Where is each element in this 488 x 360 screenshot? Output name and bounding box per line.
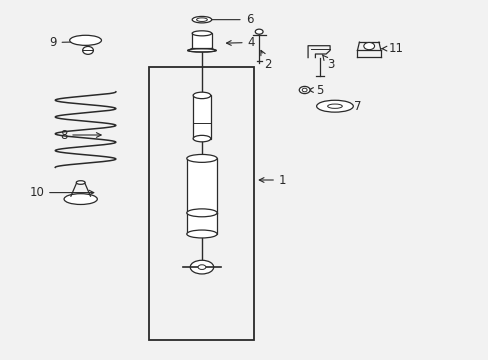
Ellipse shape [190, 260, 213, 274]
Text: 5: 5 [308, 84, 324, 96]
Text: 11: 11 [381, 42, 403, 55]
Bar [192, 33, 211, 49]
Ellipse shape [186, 154, 217, 162]
Ellipse shape [186, 230, 217, 238]
Ellipse shape [64, 194, 97, 204]
Ellipse shape [192, 31, 211, 36]
Ellipse shape [193, 135, 210, 142]
Ellipse shape [187, 49, 216, 52]
Ellipse shape [302, 88, 306, 92]
Ellipse shape [196, 18, 207, 22]
Text: 8: 8 [60, 129, 101, 141]
Ellipse shape [82, 46, 93, 54]
Ellipse shape [192, 17, 211, 23]
Bar [186, 158, 217, 234]
Ellipse shape [316, 100, 352, 112]
Text: 3: 3 [322, 55, 334, 71]
Text: 4: 4 [226, 36, 255, 49]
Ellipse shape [76, 181, 85, 184]
Text: 10: 10 [29, 186, 94, 199]
Bar [149, 67, 254, 340]
Ellipse shape [69, 35, 102, 45]
Ellipse shape [327, 104, 342, 108]
Bar [193, 95, 210, 139]
Ellipse shape [198, 265, 205, 270]
Text: 9: 9 [49, 36, 98, 49]
Text: 7: 7 [320, 100, 361, 113]
Ellipse shape [186, 209, 217, 217]
Text: 6: 6 [196, 13, 253, 26]
Ellipse shape [255, 29, 263, 34]
Ellipse shape [299, 86, 309, 94]
Text: 1: 1 [259, 174, 286, 186]
Ellipse shape [363, 42, 374, 50]
Text: 2: 2 [261, 50, 271, 71]
Ellipse shape [193, 92, 210, 99]
